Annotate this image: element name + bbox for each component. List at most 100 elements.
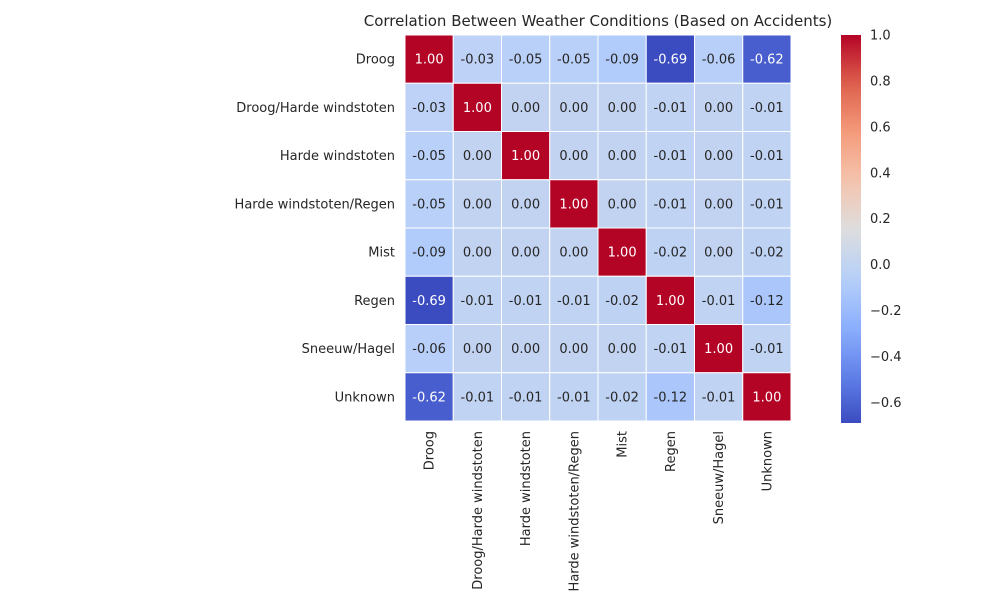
- column-tick-labels: Droog Droog/Harde windstoten Harde windsto…: [423, 431, 776, 591]
- heatmap-cell: [742, 275, 792, 325]
- cell-value-label: 1.00: [559, 197, 588, 212]
- cell-value-label: -0.03: [461, 53, 495, 68]
- heatmap-cell: [597, 227, 647, 277]
- cell-value-label: -0.05: [509, 53, 543, 68]
- heatmap-cell: [645, 82, 695, 132]
- heatmap-cell: [549, 82, 599, 132]
- cell-value-label: -0.01: [750, 101, 784, 116]
- colorbar-tick-label: −0.2: [870, 304, 902, 319]
- colorbar-tick-label: 0.0: [870, 258, 891, 273]
- column-tick-label: Harde windstoten/Regen: [567, 431, 582, 591]
- heatmap-cell: [549, 131, 599, 181]
- heatmap-cell: [452, 82, 502, 132]
- colorbar-tick-label: 0.8: [870, 74, 891, 89]
- heatmap-cell: [404, 34, 454, 84]
- cell-value-label: 1.00: [752, 390, 781, 405]
- heatmap-cell: [645, 34, 695, 84]
- cell-value-label: -0.12: [750, 294, 784, 309]
- cell-value-label: -0.02: [605, 390, 639, 405]
- chart-title: Correlation Between Weather Conditions (…: [364, 12, 833, 30]
- cell-value-label: 0.00: [463, 149, 492, 164]
- cell-value-label: 0.00: [704, 246, 733, 261]
- row-tick-labels: Droog Droog/Harde windstoten Harde windsto…: [235, 53, 395, 406]
- cell-value-label: 1.00: [704, 342, 733, 357]
- heatmap-cell: [645, 131, 695, 181]
- colorbar-tick-label: −0.4: [870, 350, 902, 365]
- heatmap-cell: [597, 131, 647, 181]
- cell-value-label: -0.01: [654, 342, 688, 357]
- row-tick-label: Droog/Harde windstoten: [236, 101, 395, 116]
- cell-value-label: -0.01: [461, 294, 495, 309]
- heatmap-cells: 1.00 -0.03 -0.05 -0.05 -0.09 -0.69 -0.06 -0.62-…: [404, 34, 792, 422]
- heatmap-cell: [501, 324, 551, 374]
- column-tick-label: Unknown: [760, 431, 775, 491]
- column-tick-label: Harde windstoten: [519, 431, 534, 546]
- heatmap-cell: [694, 324, 744, 374]
- cell-value-label: -0.01: [654, 149, 688, 164]
- cell-value-label: -0.01: [750, 342, 784, 357]
- column-tick-label: Sneeuw/Hagel: [712, 431, 727, 524]
- cell-value-label: -0.03: [412, 101, 446, 116]
- row-tick-label: Unknown: [335, 390, 395, 405]
- cell-value-label: 1.00: [463, 101, 492, 116]
- cell-value-label: -0.05: [412, 149, 446, 164]
- cell-value-label: 0.00: [463, 246, 492, 261]
- cell-value-label: -0.12: [654, 390, 688, 405]
- heatmap-cell: [501, 179, 551, 229]
- heatmap-cell: [742, 131, 792, 181]
- heatmap-cell: [597, 179, 647, 229]
- heatmap-cell: [597, 275, 647, 325]
- cell-value-label: -0.62: [412, 390, 446, 405]
- row-tick-label: Regen: [354, 294, 395, 309]
- cell-value-label: -0.01: [702, 294, 736, 309]
- cell-value-label: -0.05: [557, 53, 591, 68]
- cell-value-label: -0.01: [750, 149, 784, 164]
- heatmap-cell: [452, 324, 502, 374]
- cell-value-label: 1.00: [511, 149, 540, 164]
- cell-value-label: -0.01: [557, 390, 591, 405]
- colorbar-tick-label: 0.2: [870, 212, 891, 227]
- column-tick-label: Mist: [616, 431, 631, 458]
- heatmap-cell: [404, 324, 454, 374]
- colorbar-tick-label: −0.6: [870, 396, 902, 411]
- heatmap-cell: [452, 275, 502, 325]
- cell-value-label: -0.01: [509, 294, 543, 309]
- heatmap-cell: [645, 372, 695, 422]
- column-tick-label: Regen: [664, 431, 679, 472]
- colorbar-gradient: [841, 35, 861, 423]
- heatmap-cell: [404, 372, 454, 422]
- cell-value-label: 0.00: [463, 342, 492, 357]
- heatmap-cell: [404, 131, 454, 181]
- cell-value-label: -0.02: [605, 294, 639, 309]
- colorbar-tick-label: 0.6: [870, 120, 891, 135]
- heatmap-cell: [694, 275, 744, 325]
- cell-value-label: 0.00: [559, 101, 588, 116]
- row-tick-label: Harde windstoten/Regen: [235, 197, 395, 212]
- cell-value-label: 0.00: [608, 197, 637, 212]
- cell-value-label: -0.09: [605, 53, 639, 68]
- cell-value-label: -0.01: [654, 101, 688, 116]
- cell-value-label: -0.01: [702, 390, 736, 405]
- cell-value-label: -0.62: [750, 53, 784, 68]
- cell-value-label: -0.69: [654, 53, 688, 68]
- colorbar-tick-label: 0.4: [870, 166, 891, 181]
- heatmap-cell: [549, 227, 599, 277]
- row-tick-label: Mist: [368, 246, 395, 261]
- cell-value-label: 1.00: [656, 294, 685, 309]
- cell-value-label: 0.00: [608, 101, 637, 116]
- cell-value-label: 0.00: [608, 342, 637, 357]
- cell-value-label: 0.00: [559, 342, 588, 357]
- heatmap-cell: [501, 275, 551, 325]
- cell-value-label: 0.00: [704, 197, 733, 212]
- cell-value-label: 0.00: [511, 101, 540, 116]
- cell-value-label: -0.01: [654, 197, 688, 212]
- cell-value-label: -0.06: [702, 53, 736, 68]
- heatmap-cell: [742, 372, 792, 422]
- colorbar: 1.0 0.8 0.6 0.4 0.2 0.0 −0.2 −0.4 −0.6: [841, 29, 902, 423]
- cell-value-label: -0.01: [557, 294, 591, 309]
- cell-value-label: -0.01: [461, 390, 495, 405]
- cell-value-label: 1.00: [608, 246, 637, 261]
- cell-value-label: 0.00: [559, 246, 588, 261]
- cell-value-label: -0.01: [509, 390, 543, 405]
